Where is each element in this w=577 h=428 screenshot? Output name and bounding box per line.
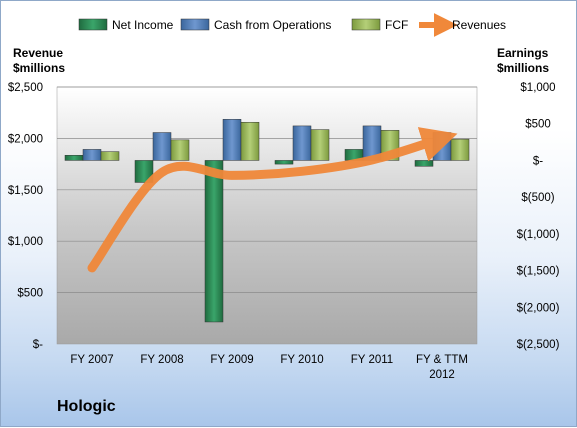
right-axis-title-line1: Earnings <box>497 46 549 60</box>
left-axis-ticks: $- $500 $1,000 $1,500 $2,000 $2,500 <box>8 82 43 351</box>
bar-fcf <box>100 151 120 161</box>
right-tick-label: $(500) <box>521 192 554 204</box>
left-axis-title-line1: Revenue <box>13 46 63 60</box>
right-tick-label: $(2,500) <box>517 339 560 351</box>
left-tick-label: $1,500 <box>8 185 43 197</box>
bar-cash-from-operations <box>152 132 172 161</box>
legend-swatch <box>180 18 210 31</box>
left-axis-title-line2: $millions <box>13 61 65 75</box>
grid-lines <box>57 86 477 293</box>
right-tick-label: $500 <box>525 119 551 131</box>
legend-label: Revenues <box>452 18 506 32</box>
x-tick-label: FY 2007 <box>70 354 113 366</box>
left-tick-label: $2,000 <box>8 133 43 145</box>
legend-label: FCF <box>385 18 408 32</box>
left-tick-label: $500 <box>17 288 43 300</box>
bar-fcf <box>240 121 260 161</box>
revenue-line-path <box>87 127 458 273</box>
bar-cash-from-operations <box>222 119 242 161</box>
x-tick-label: FY 2011 <box>351 354 393 366</box>
left-tick-label: $1,000 <box>8 236 43 248</box>
legend: Net Income Cash from Operations FCF Revenue… <box>78 13 506 37</box>
left-tick-label: $2,500 <box>8 82 43 94</box>
bar-fcf <box>310 129 330 161</box>
right-axis-ticks: $(2,500) $(2,000) $(1,500) $(1,000) $(500) $-… <box>517 82 560 351</box>
bar-net-income <box>64 155 84 161</box>
x-tick-label: FY & TTM <box>416 354 468 366</box>
right-tick-label: $(2,000) <box>517 302 560 314</box>
bar-net-income <box>414 160 434 167</box>
bar-net-income <box>274 160 294 165</box>
legend-label: Net Income <box>112 18 174 32</box>
plot-area <box>56 86 478 345</box>
company-name: Hologic <box>57 398 116 415</box>
x-axis-labels: FY 2007 FY 2008 FY 2009 FY 2010 FY 2011 FY & … <box>70 354 468 381</box>
bar-cash-from-operations <box>82 149 102 161</box>
right-tick-label: $(1,500) <box>517 266 560 278</box>
bar-cash-from-operations <box>292 125 312 161</box>
legend-swatch <box>78 18 108 31</box>
x-tick-label: FY 2010 <box>280 354 323 366</box>
right-axis-title-line2: $millions <box>497 61 549 75</box>
revenue-line <box>87 127 458 273</box>
legend-swatch <box>351 18 381 31</box>
bar-fcf <box>450 138 470 161</box>
bar-net-income <box>134 160 154 183</box>
x-tick-label: FY 2008 <box>140 354 183 366</box>
x-tick-label: 2012 <box>429 369 455 381</box>
left-tick-label: $- <box>33 339 43 351</box>
bar-net-income <box>204 160 224 323</box>
right-tick-label: $1,000 <box>520 82 555 94</box>
bar-fcf <box>170 139 190 161</box>
right-tick-label: $(1,000) <box>517 229 560 241</box>
right-tick-label: $- <box>533 155 543 167</box>
x-tick-label: FY 2009 <box>210 354 253 366</box>
legend-label: Cash from Operations <box>214 18 331 32</box>
